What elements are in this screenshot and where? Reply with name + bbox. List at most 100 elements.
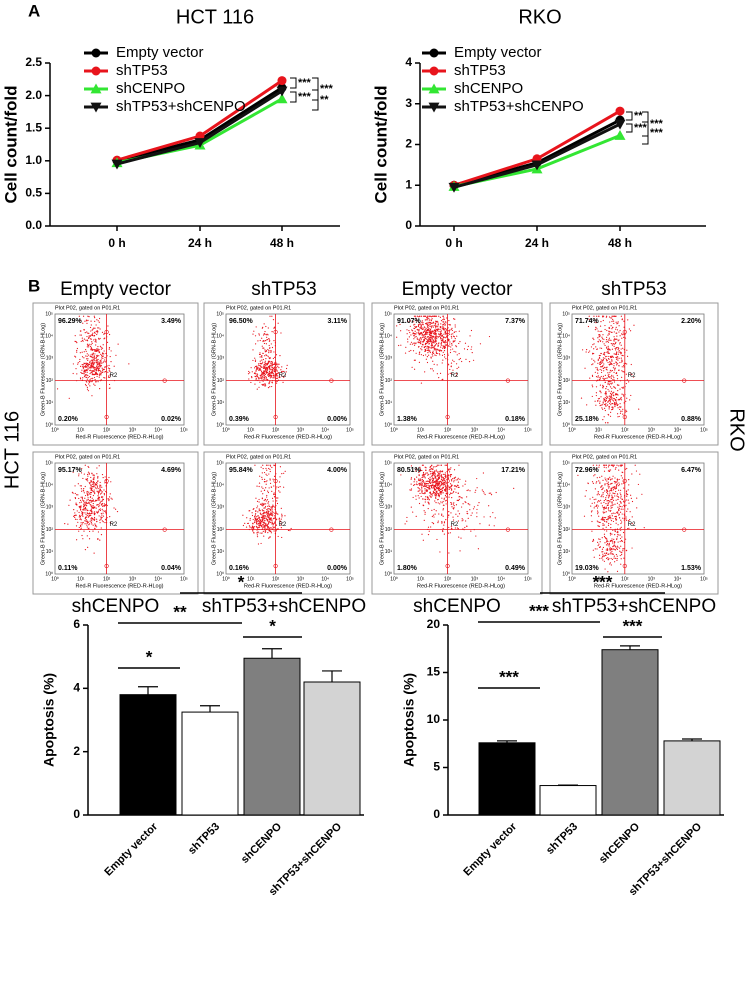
flow-dot <box>262 515 264 517</box>
flow-dot <box>442 473 444 475</box>
flow-dot <box>427 487 430 489</box>
x-tick-label: Empty vector <box>102 820 160 878</box>
flow-dot <box>608 405 610 408</box>
flow-dot <box>410 341 413 343</box>
flow-dot <box>100 346 102 348</box>
flow-dot <box>253 367 256 369</box>
flow-dot <box>628 484 630 486</box>
flow-dot <box>418 469 421 472</box>
flow-dot <box>591 364 593 366</box>
flow-dot <box>417 325 420 327</box>
flow-dot <box>259 367 261 369</box>
flow-dot <box>457 520 460 522</box>
flow-dot <box>422 327 424 329</box>
flow-dot <box>600 519 602 521</box>
flow-dot <box>88 336 90 338</box>
flow-dot <box>621 361 623 363</box>
flow-dot <box>269 361 271 363</box>
flow-dot <box>448 526 450 529</box>
flow-dot <box>83 351 85 353</box>
flow-dot <box>81 490 83 492</box>
flow-dot <box>92 377 94 379</box>
flow-dot <box>612 545 615 547</box>
flow-dot <box>101 503 103 505</box>
flow-dot <box>91 329 93 331</box>
flow-dot <box>406 516 408 519</box>
y-tick-label: 2.0 <box>25 88 42 102</box>
flow-dot <box>426 315 428 317</box>
flow-dot <box>421 334 423 336</box>
flow-dot <box>94 320 96 322</box>
flow-dot <box>273 375 275 377</box>
flow-dot <box>594 548 596 550</box>
gate-handle <box>445 414 450 420</box>
flow-dot <box>435 354 437 357</box>
flow-dot <box>609 361 611 363</box>
flow-dot <box>612 548 614 550</box>
flow-dot <box>440 335 442 337</box>
flow-dot <box>621 521 623 523</box>
y-axis-label: Cell count/fold <box>371 85 390 203</box>
flow-dot <box>600 486 602 488</box>
flow-dot <box>273 340 275 342</box>
flow-dot <box>619 342 621 344</box>
flow-dot <box>623 364 625 367</box>
flow-dot <box>607 519 609 521</box>
flow-dot <box>429 329 431 331</box>
flow-dot <box>260 490 262 492</box>
flow-dot <box>270 368 272 370</box>
flow-dot <box>623 326 625 328</box>
flow-dot <box>420 324 422 326</box>
quadrant-percent: 0.88% <box>681 416 702 423</box>
flow-dot <box>428 339 430 341</box>
flow-dot <box>416 338 419 340</box>
flow-dot <box>593 315 595 317</box>
flow-dot <box>452 491 454 494</box>
flow-dot <box>79 360 81 363</box>
flow-dot <box>624 468 627 470</box>
flow-dot <box>424 489 426 491</box>
flow-dot <box>273 523 275 525</box>
flow-dot <box>434 338 436 340</box>
flow-dot <box>98 490 100 492</box>
flow-dot <box>265 343 267 345</box>
flow-dot <box>84 494 87 497</box>
flow-dot <box>614 338 616 341</box>
flow-dot <box>270 532 272 534</box>
flow-dot <box>425 322 427 324</box>
flow-dot <box>607 374 609 376</box>
flow-dot <box>595 505 598 507</box>
flow-dot <box>612 315 614 317</box>
flow-dot <box>255 516 257 518</box>
flow-dot <box>75 341 77 343</box>
flow-dot <box>449 343 451 345</box>
flow-dot <box>424 348 426 350</box>
flow-dot <box>100 500 102 502</box>
flow-dot <box>595 498 597 500</box>
flow-dot <box>88 516 90 518</box>
quadrant-percent: 2.20% <box>681 318 702 325</box>
flow-dot <box>85 478 87 480</box>
flow-dot <box>616 547 618 549</box>
flow-dot <box>606 478 608 480</box>
flow-dot <box>410 478 412 480</box>
flow-dot <box>446 317 448 319</box>
flow-dot <box>424 492 426 494</box>
flow-dot <box>442 528 444 530</box>
flow-dot <box>81 534 83 537</box>
flow-dot <box>101 486 103 488</box>
flow-dot <box>621 376 623 378</box>
flow-dot <box>603 535 606 538</box>
flow-dot <box>591 374 594 376</box>
flow-dot <box>78 506 81 508</box>
flow-dot <box>420 354 422 356</box>
flow-dot <box>88 346 90 348</box>
flow-dot <box>97 345 99 348</box>
flow-x-tick: 10² <box>621 576 629 582</box>
flow-dot <box>268 512 270 514</box>
flow-dot <box>80 334 82 336</box>
flow-dot <box>604 393 606 395</box>
flow-dot <box>413 484 415 486</box>
flow-dot <box>440 319 443 322</box>
flow-dot <box>622 500 625 502</box>
